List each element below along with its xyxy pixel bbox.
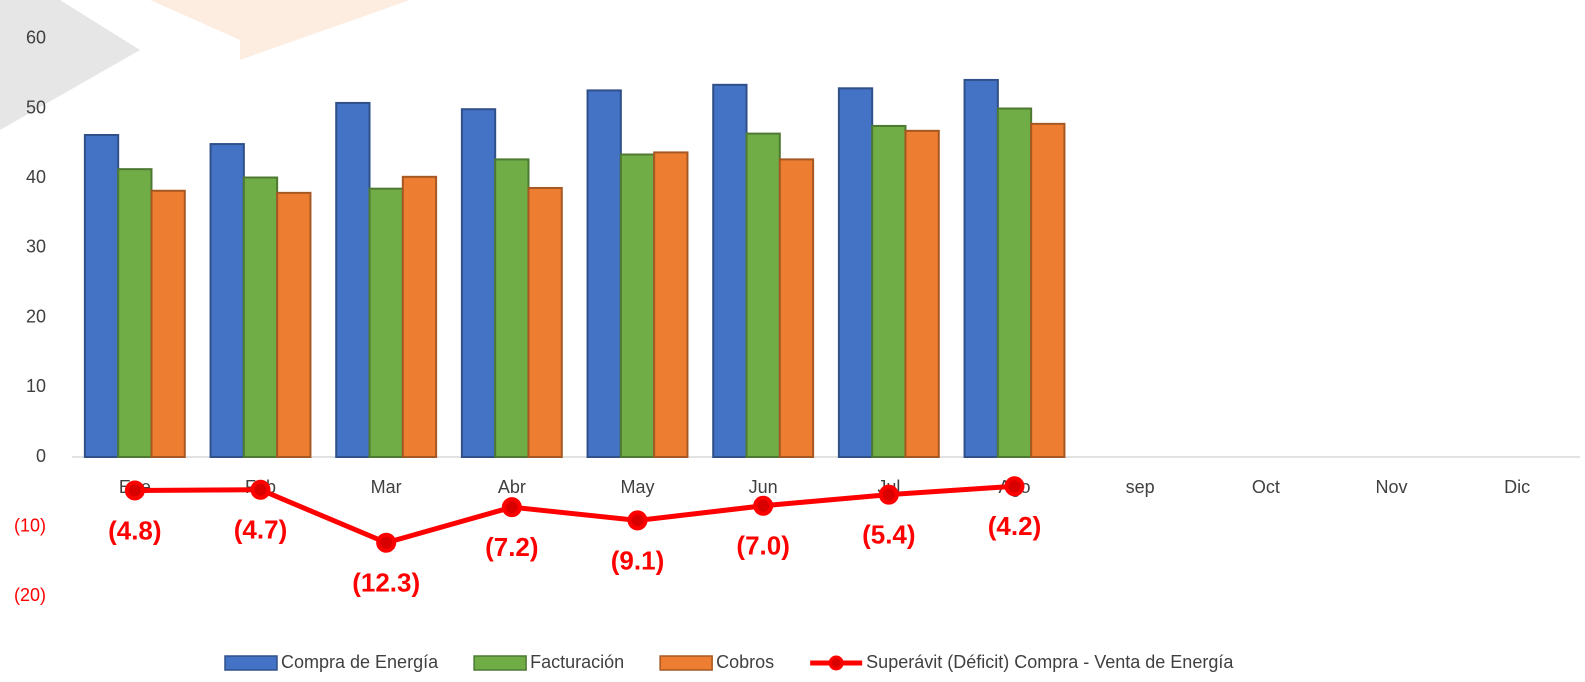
y-tick-label: 40	[26, 167, 46, 187]
line-marker	[376, 532, 397, 553]
decoration	[150, 0, 410, 60]
x-tick-label: Jun	[749, 477, 778, 497]
x-tick-label: sep	[1126, 477, 1155, 497]
bar	[401, 175, 438, 458]
y-tick-label: 0	[36, 446, 46, 466]
line	[134, 483, 1015, 546]
x-tick-label: Dic	[1504, 477, 1530, 497]
y-tick-label: 20	[26, 306, 46, 326]
line-marker	[124, 480, 145, 501]
bar	[150, 189, 186, 458]
bar	[778, 158, 815, 458]
x-tick-label: May	[620, 477, 654, 497]
data-label: (4.7)	[234, 515, 287, 545]
bar	[117, 168, 153, 458]
bar	[368, 187, 404, 459]
y-tick-label: 60	[26, 28, 46, 48]
decoration	[0, 0, 140, 130]
line-marker	[1004, 476, 1025, 497]
bar	[527, 186, 563, 458]
bar	[335, 101, 371, 458]
legend-swatch	[224, 655, 278, 671]
bar	[712, 83, 748, 459]
data-label: (5.4)	[862, 520, 915, 550]
data-label: (4.8)	[108, 515, 161, 545]
data-label: (12.3)	[352, 568, 420, 598]
line-marker	[753, 495, 774, 516]
data-label: (4.2)	[988, 511, 1041, 541]
legend-swatch	[659, 655, 713, 671]
bar	[871, 124, 907, 458]
x-tick-label: Abr	[498, 477, 526, 497]
line-marker	[250, 479, 271, 500]
line-marker	[878, 484, 899, 505]
y-tick-label: (10)	[14, 515, 46, 535]
line-marker	[627, 510, 648, 531]
data-label: (7.0)	[736, 531, 789, 561]
legend-label: Facturación	[530, 652, 624, 672]
bar	[653, 151, 689, 458]
y-tick-label: (20)	[14, 585, 46, 605]
bar	[276, 191, 312, 458]
bar	[837, 87, 874, 458]
bar	[963, 78, 999, 458]
legend-label: Cobros	[716, 652, 774, 672]
line-marker	[501, 497, 522, 518]
bar	[586, 89, 622, 458]
legend-label: Superávit (Déficit) Compra - Venta de En…	[866, 652, 1234, 672]
bar	[242, 176, 279, 459]
y-tick-label: 30	[26, 237, 46, 257]
legend-swatch	[473, 655, 527, 671]
legend-swatch	[828, 655, 844, 671]
bar	[996, 107, 1033, 459]
bar	[745, 132, 781, 459]
y-tick-label: 50	[26, 97, 46, 117]
x-tick-label: Nov	[1375, 477, 1407, 497]
data-label: (9.1)	[611, 545, 664, 575]
bar	[904, 129, 940, 458]
x-tick-label: Oct	[1252, 477, 1280, 497]
bar	[494, 158, 530, 458]
bar	[619, 153, 656, 459]
bar	[1030, 122, 1066, 459]
bar	[460, 108, 497, 458]
data-label: (7.2)	[485, 532, 538, 562]
y-tick-label: 10	[26, 376, 46, 396]
x-tick-label: Mar	[371, 477, 402, 497]
bar	[209, 143, 245, 458]
bar	[83, 134, 120, 458]
legend-label: Compra de Energía	[281, 652, 439, 672]
